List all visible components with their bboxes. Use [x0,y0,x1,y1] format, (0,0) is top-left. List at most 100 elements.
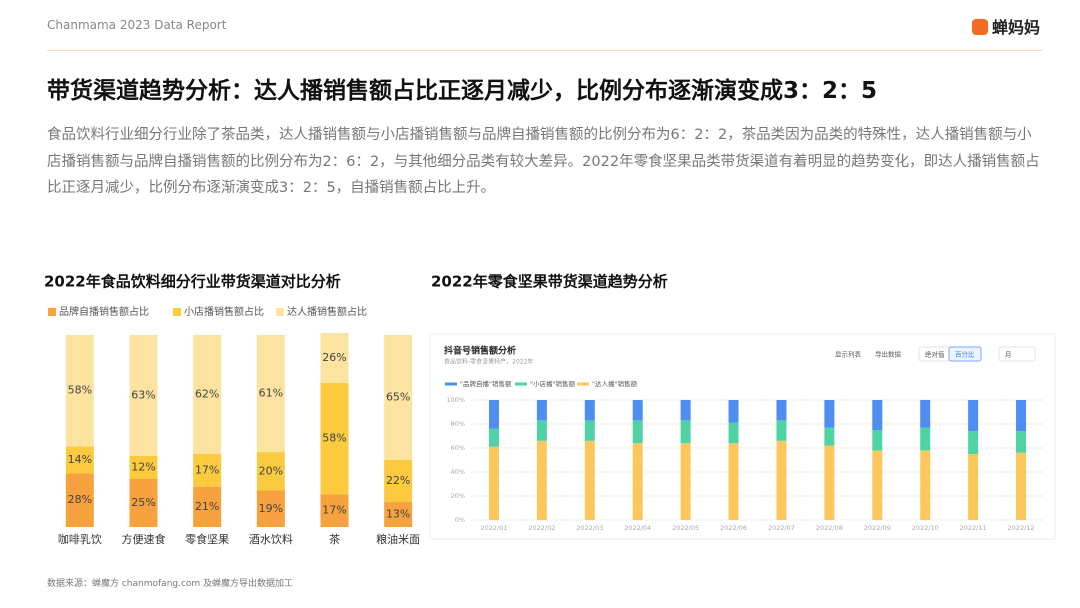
button[interactable] [948,346,982,362]
bar-segment [488,400,499,429]
y-tick-label: 100% [446,396,465,404]
bar-segment [256,490,285,527]
data-label: 25% [131,496,155,509]
legend-label: "小店播"销售额 [530,379,575,388]
bar-segment [968,400,979,432]
data-label: 13% [386,508,410,521]
bar-segment [193,486,222,527]
bar-segment [920,450,931,520]
data-label: 21% [195,500,219,513]
legend-swatch [515,382,527,386]
bar-segment [920,400,931,428]
x-tick-label: 2022/01 [480,524,507,532]
x-tick-label: 2022/05 [672,524,699,532]
bar-segment [584,400,595,421]
bar-segment [728,443,739,520]
data-label: 62% [195,387,219,400]
bar-segment [776,400,787,421]
x-tick-label: 零食坚果 [185,532,229,546]
page-title: 带货渠道趋势分析：达人播销售额占比正逐月减少，比例分布逐渐演变成3：2：5 [47,78,878,104]
data-label: 26% [322,351,346,364]
divider [47,50,1042,51]
logo: 蝉妈妈 [972,14,1040,38]
bar-segment [728,400,739,423]
y-tick-label: 20% [451,492,465,500]
data-label: 12% [131,460,155,473]
x-tick-label: 2022/10 [912,524,939,532]
bar-segment [824,427,835,446]
bar-segment [129,455,158,479]
button-label[interactable]: 百分比 [955,350,975,359]
x-tick-label: 粮油米面 [376,532,420,546]
legend-label: "品牌自播"销售额 [460,379,512,388]
x-tick-label: 2022/04 [624,524,651,532]
bar-segment [536,440,547,520]
bar-segment [384,502,413,527]
bar-segment [320,333,349,383]
data-label: 17% [195,463,219,476]
data-label: 58% [322,432,346,445]
bar-segment [1016,400,1027,432]
button-label[interactable]: 月 [1005,351,1012,359]
x-tick-label: 2022/02 [528,524,555,532]
data-label: 61% [259,387,283,400]
chart-title: 2022年零食坚果带货渠道趋势分析 [431,273,668,291]
y-tick-label: 80% [451,420,465,428]
bar-segment [968,454,979,520]
x-tick-label: 方便速食 [122,532,166,546]
button-label[interactable]: 显示列表 [835,350,862,359]
bar-segment [872,450,883,520]
panel-subtitle: 食品饮料-零食坚果特产，2022年 [444,358,533,366]
logo-text: 蝉妈妈 [992,18,1041,37]
button[interactable] [998,346,1036,362]
bar-segment [680,443,691,520]
y-tick-label: 0% [455,516,465,524]
bar-segment [65,473,94,527]
bar-segment [65,446,94,474]
bar-segment [320,494,349,527]
x-tick-label: 茶 [329,533,340,546]
bar-segment [584,440,595,520]
data-label: 22% [386,474,410,487]
data-label: 14% [68,453,92,466]
x-tick-label: 酒水饮料 [249,532,293,546]
data-label: 17% [322,504,346,517]
bar-segment [129,478,158,527]
bar-segment [680,400,691,421]
panel-title: 抖音号销售额分析 [444,345,516,357]
bar-segment [193,334,222,455]
data-label: 28% [68,493,92,506]
data-label: 20% [259,464,283,477]
bar-segment [920,427,931,451]
bar-segment [193,454,222,487]
bar-segment [584,420,595,441]
bar-segment [872,430,883,451]
paragraph: 食品饮料行业细分行业除了茶品类，达人播销售额与小店播销售额与品牌自播销售额的比例… [47,127,1040,196]
x-tick-label: 2022/08 [816,524,843,532]
legend-label: 小店播销售额占比 [184,305,264,318]
bar-segment [65,334,94,447]
bar-segment [680,420,691,444]
bar-segment [632,420,643,444]
data-label: 19% [259,502,283,515]
bar-segment [384,459,413,503]
bar-segment [632,443,643,520]
button-label[interactable]: 导出数据 [875,350,902,359]
bar-segment [1016,431,1027,453]
x-tick-label: 2022/06 [720,524,747,532]
source: 数据来源：蝉魔方 chanmofang.com 及蝉魔方导出数据加工 [47,579,294,589]
bar-segment [968,431,979,454]
bar-segment [872,400,883,430]
bar-segment [488,428,499,447]
bar-segment [1016,452,1027,520]
data-label: 63% [131,388,155,401]
report-label: Chanmama 2023 Data Report [47,18,227,32]
bar-segment [256,334,285,453]
data-label: 65% [386,390,410,403]
bar-segment [256,452,285,491]
legend-label: "达人播"销售额 [592,379,637,388]
button-label[interactable]: 绝对值 [925,350,945,359]
y-tick-label: 60% [451,444,465,452]
